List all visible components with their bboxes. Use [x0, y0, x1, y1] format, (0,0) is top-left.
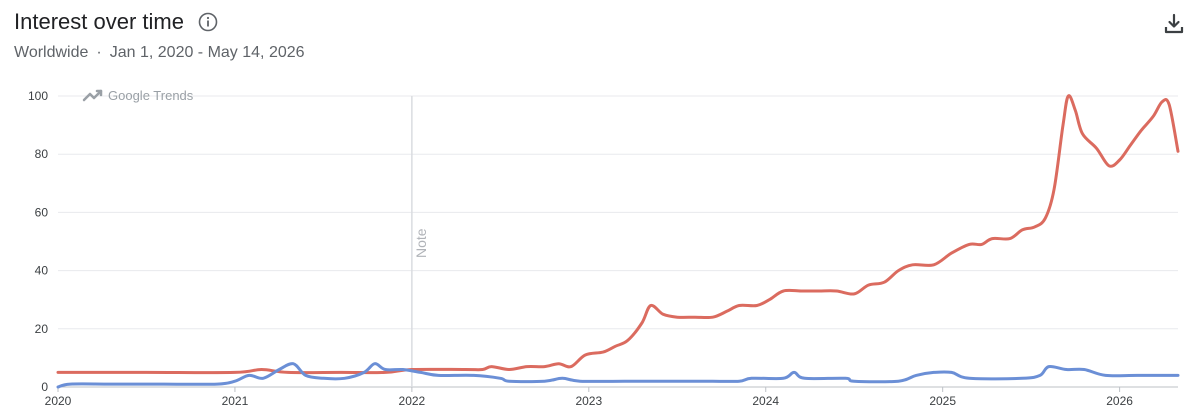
y-tick-label: 60 [35, 205, 49, 219]
info-icon[interactable] [198, 12, 218, 32]
y-tick-label: 80 [35, 147, 49, 161]
download-button[interactable] [1160, 10, 1188, 38]
y-tick-label: 0 [41, 380, 48, 394]
chart-subtitle: Worldwide · Jan 1, 2020 - May 14, 2026 [14, 44, 1186, 62]
download-icon [1164, 13, 1184, 34]
region-label: Worldwide [14, 44, 89, 61]
series-line-2[interactable] [56, 362, 1180, 389]
note-annotation: Note [411, 96, 429, 387]
x-tick-label: 2022 [399, 394, 426, 408]
y-tick-labels: 0 20 40 60 80 100 [28, 89, 48, 394]
x-tick-label: 2026 [1106, 394, 1133, 408]
x-tick-labels: 2020 2021 2022 2023 2024 2025 2026 [45, 394, 1134, 408]
y-tick-label: 20 [35, 322, 49, 336]
note-label[interactable]: Note [413, 228, 429, 258]
separator: · [96, 44, 102, 61]
title-row: Interest over time [14, 8, 1186, 36]
x-tick-label: 2020 [45, 394, 72, 408]
google-trends-logo-icon [82, 89, 103, 102]
google-trends-watermark: Google Trends [82, 88, 194, 103]
series-group [56, 94, 1180, 389]
date-range-label: Jan 1, 2020 - May 14, 2026 [109, 44, 305, 61]
grid-lines [57, 95, 1178, 392]
x-tick-label: 2024 [752, 394, 779, 408]
y-tick-label: 100 [28, 89, 48, 103]
chart-title: Interest over time [14, 9, 184, 34]
x-tick-label: 2021 [222, 394, 249, 408]
series-line-1[interactable] [56, 94, 1180, 375]
y-tick-label: 40 [35, 264, 49, 278]
chart-header: Interest over time Worldwide · Jan 1, 20… [14, 8, 1186, 68]
x-tick-label: 2023 [575, 394, 602, 408]
watermark-text: Google Trends [108, 88, 194, 103]
x-tick-label: 2025 [929, 394, 956, 408]
